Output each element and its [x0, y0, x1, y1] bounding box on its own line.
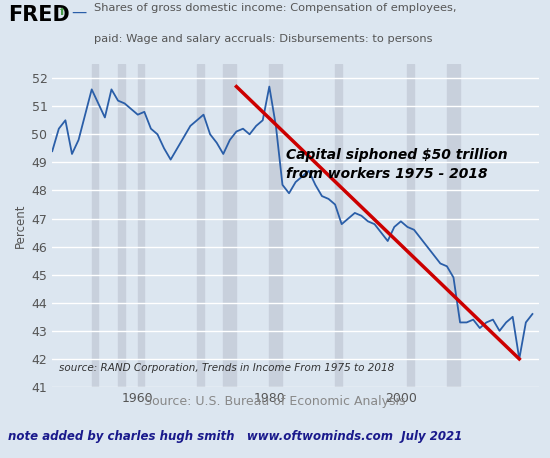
Text: —: — [72, 5, 87, 20]
Bar [408, 64, 414, 387]
Bar [447, 64, 460, 387]
Bar [197, 64, 204, 387]
Text: source: RAND Corporation, Trends in Income From 1975 to 2018: source: RAND Corporation, Trends in Inco… [59, 363, 394, 373]
Bar [138, 64, 144, 387]
Bar [92, 64, 98, 387]
Text: ⬆: ⬆ [58, 7, 66, 17]
Bar [270, 64, 283, 387]
Text: Source: U.S. Bureau of Economic Analysis: Source: U.S. Bureau of Economic Analysis [144, 395, 406, 408]
Bar [335, 64, 342, 387]
Y-axis label: Percent: Percent [14, 203, 27, 248]
Text: FRED: FRED [8, 5, 70, 25]
Bar [223, 64, 236, 387]
Text: Capital siphoned $50 trillion
from workers 1975 - 2018: Capital siphoned $50 trillion from worke… [286, 148, 508, 181]
Text: note added by charles hugh smith   www.oftwominds.com  July 2021: note added by charles hugh smith www.oft… [8, 430, 463, 443]
Text: paid: Wage and salary accruals: Disbursements: to persons: paid: Wage and salary accruals: Disburse… [94, 34, 432, 44]
Text: Shares of gross domestic income: Compensation of employees,: Shares of gross domestic income: Compens… [94, 3, 456, 13]
Bar [118, 64, 125, 387]
